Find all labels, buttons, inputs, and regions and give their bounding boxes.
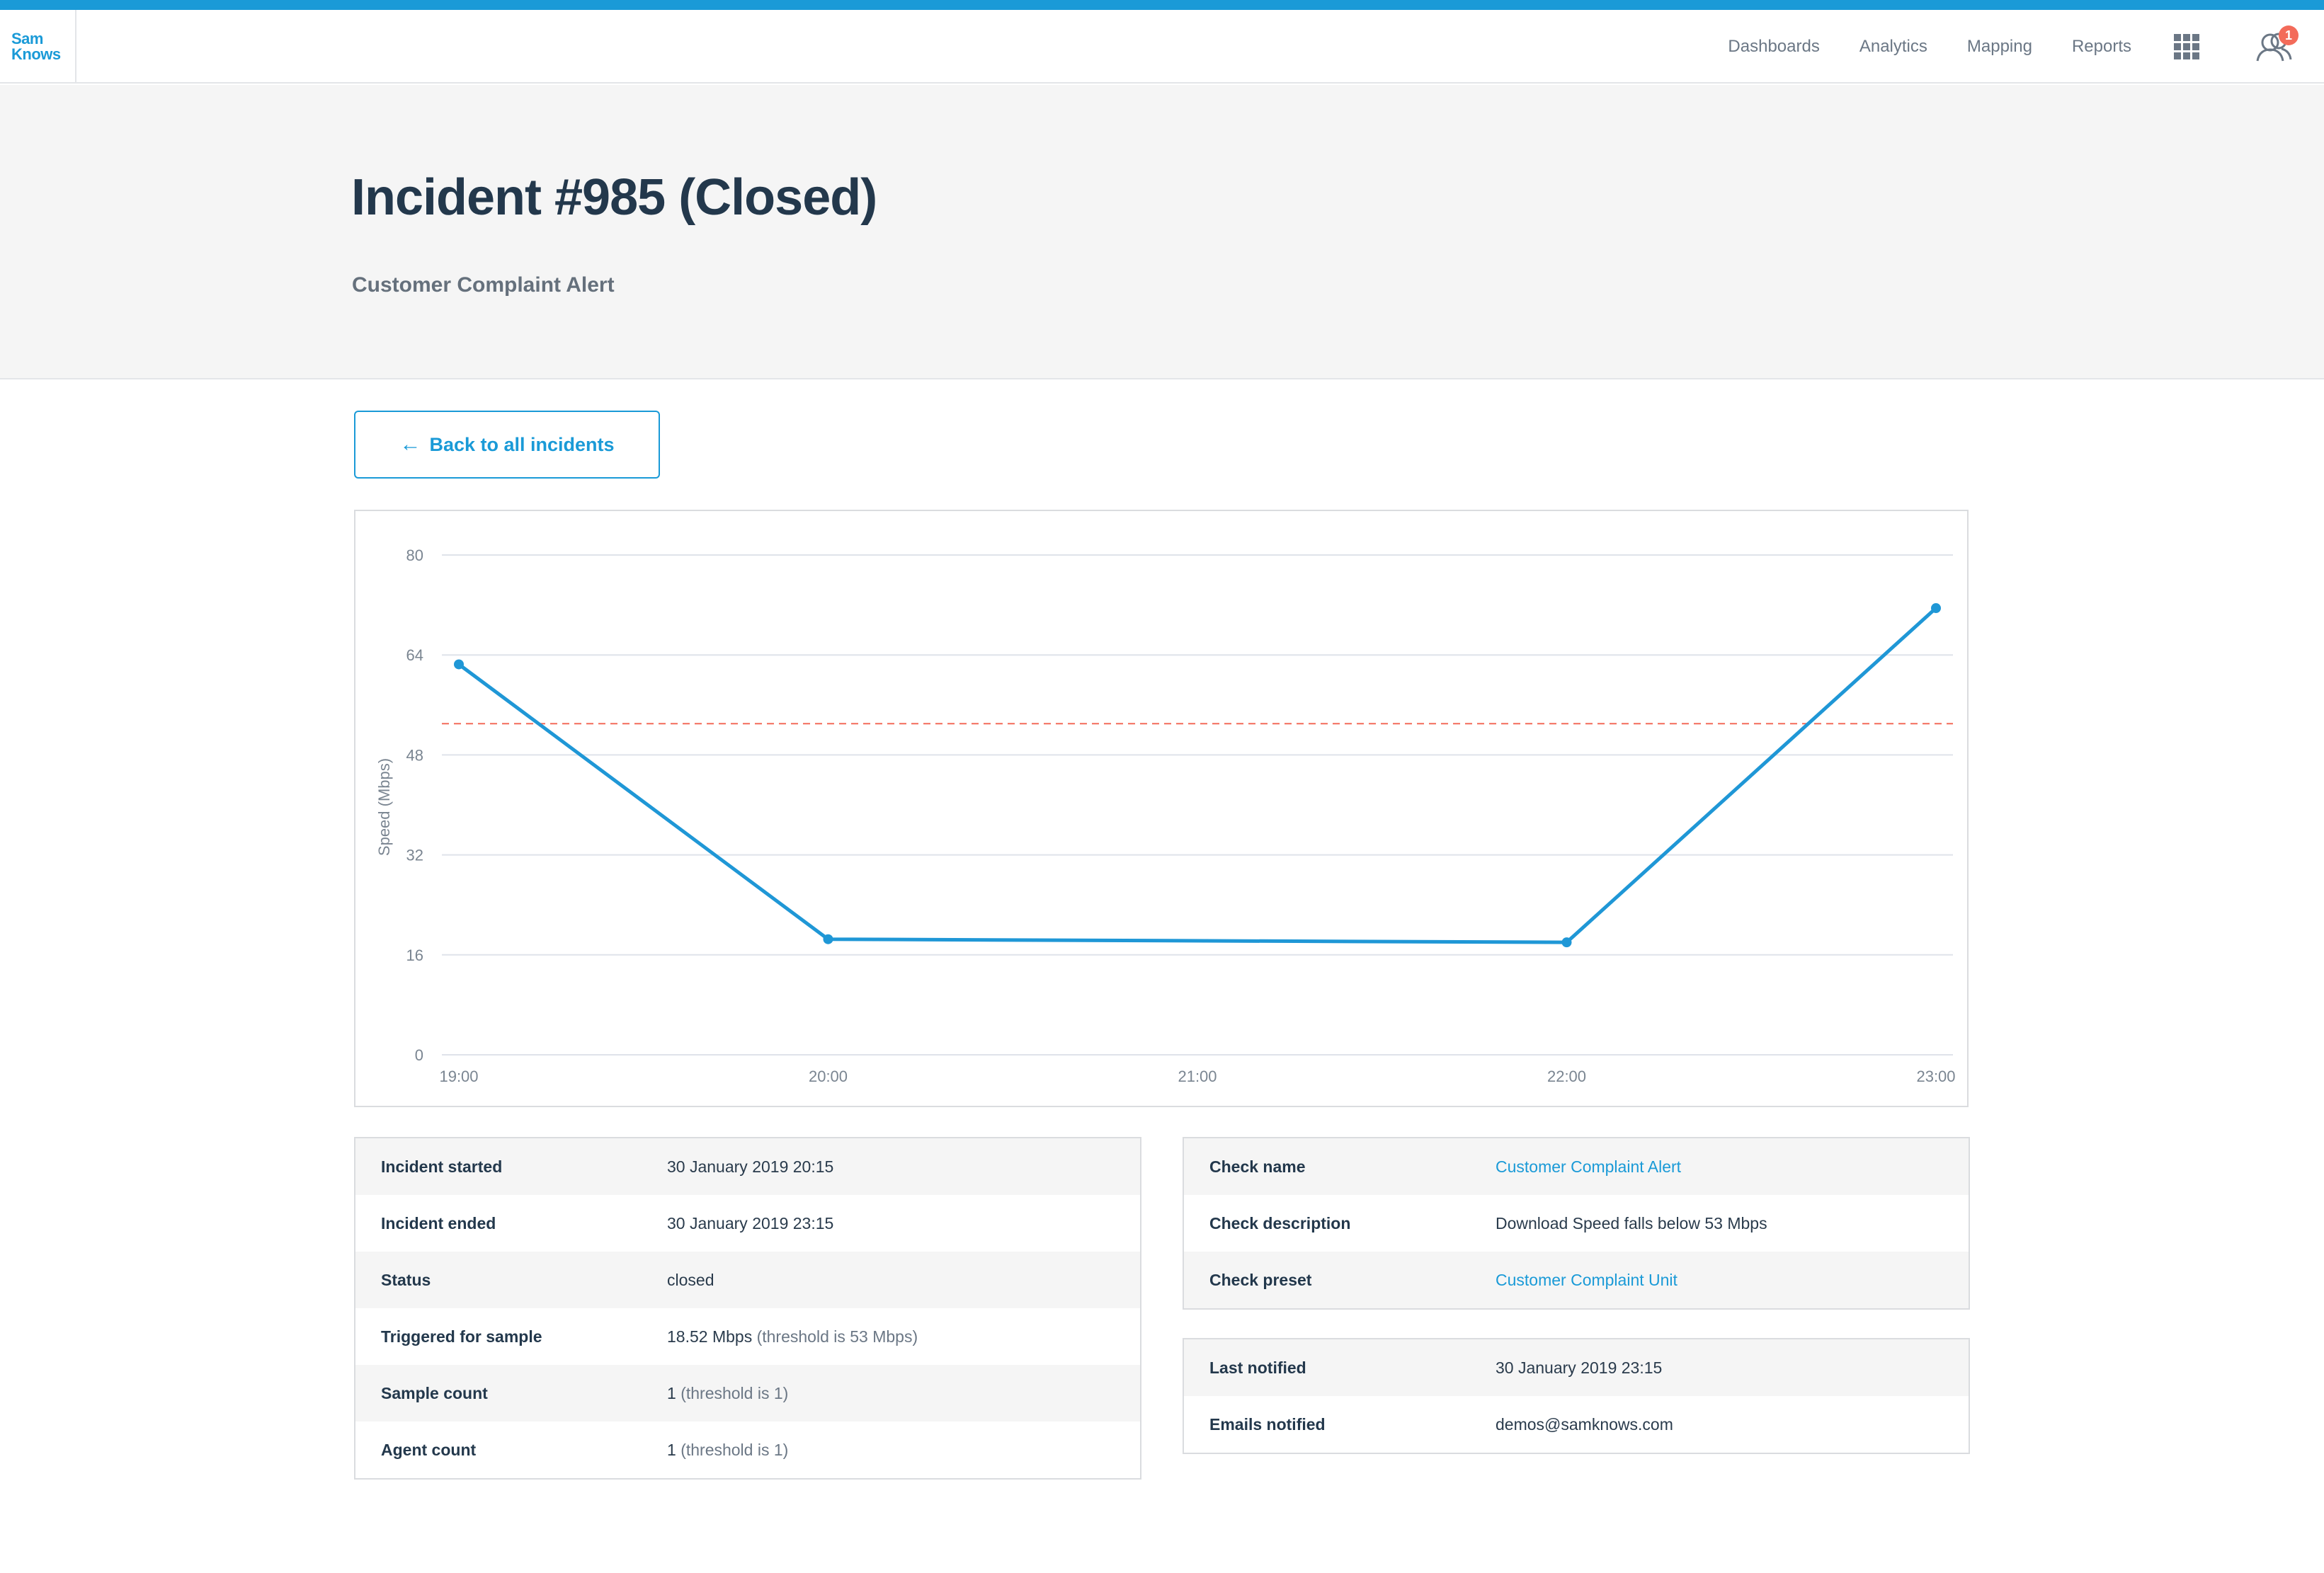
samknows-logo[interactable]: Sam Knows — [0, 10, 76, 84]
row-value: 1 (threshold is 1) — [667, 1383, 789, 1402]
main-nav: Dashboards Analytics Mapping Reports 1 — [1728, 10, 2324, 84]
nav-reports[interactable]: Reports — [2071, 37, 2131, 56]
row-value: 30 January 2019 23:15 — [667, 1213, 834, 1232]
table-row: Emails notified demos@samknows.com — [1184, 1396, 1969, 1453]
data-point — [454, 659, 464, 670]
x-tick-label: 20:00 — [809, 1068, 848, 1085]
row-label: Check description — [1209, 1213, 1351, 1232]
data-point — [1561, 937, 1572, 948]
check-name-link[interactable]: Customer Complaint Alert — [1496, 1157, 1682, 1176]
row-label: Triggered for sample — [381, 1327, 542, 1346]
row-label: Incident started — [381, 1157, 503, 1176]
page-hero: Incident #985 (Closed) Customer Complain… — [0, 85, 2324, 379]
user-menu-button[interactable]: 1 — [2255, 25, 2299, 67]
table-row: Status closed — [355, 1252, 1140, 1308]
table-row: Check name Customer Complaint Alert — [1184, 1138, 1969, 1195]
row-value: closed — [667, 1270, 714, 1289]
row-value: Download Speed falls below 53 Mbps — [1496, 1213, 1767, 1232]
back-to-incidents-button[interactable]: ← Back to all incidents — [354, 411, 660, 479]
table-row: Check description Download Speed falls b… — [1184, 1195, 1969, 1252]
threshold-note: (threshold is 53 Mbps) — [756, 1327, 918, 1346]
x-tick-label: 22:00 — [1547, 1068, 1586, 1085]
row-label: Check name — [1209, 1157, 1306, 1176]
data-point — [823, 934, 833, 944]
row-label: Last notified — [1209, 1358, 1306, 1377]
row-label: Emails notified — [1209, 1414, 1326, 1434]
check-details-table: Check name Customer Complaint Alert Chec… — [1183, 1137, 1970, 1310]
page-subtitle: Customer Complaint Alert — [352, 273, 615, 297]
logo-line-2: Knows — [11, 45, 61, 63]
nav-analytics[interactable]: Analytics — [1859, 37, 1927, 56]
row-value: Customer Complaint Unit — [1496, 1271, 1678, 1290]
notification-badge: 1 — [2279, 25, 2299, 45]
row-label: Check preset — [1209, 1270, 1312, 1289]
row-label: Agent count — [381, 1440, 477, 1459]
table-row: Last notified 30 January 2019 23:15 — [1184, 1339, 1969, 1396]
y-tick-label: 64 — [406, 646, 423, 664]
y-tick-label: 80 — [406, 547, 423, 564]
apps-grid-icon[interactable] — [2174, 34, 2199, 59]
row-label: Sample count — [381, 1383, 488, 1402]
table-row: Check preset Customer Complaint Unit — [1184, 1252, 1969, 1308]
notification-details-table: Last notified 30 January 2019 23:15 Emai… — [1183, 1338, 1970, 1454]
threshold-note: (threshold is 1) — [680, 1383, 789, 1402]
row-value: 1 (threshold is 1) — [667, 1440, 789, 1459]
nav-dashboards[interactable]: Dashboards — [1728, 37, 1820, 56]
row-value: demos@samknows.com — [1496, 1414, 1673, 1434]
y-axis-label: Speed (Mbps) — [375, 758, 393, 856]
x-tick-label: 21:00 — [1178, 1068, 1217, 1085]
row-value: Customer Complaint Alert — [1496, 1157, 1681, 1177]
row-label: Status — [381, 1270, 431, 1289]
table-row: Agent count 1 (threshold is 1) — [355, 1422, 1140, 1478]
nav-mapping[interactable]: Mapping — [1966, 37, 2032, 56]
logo-line-1: Sam — [11, 30, 43, 47]
back-button-label: Back to all incidents — [429, 433, 615, 455]
arrow-left-icon: ← — [399, 433, 421, 456]
app-header: Sam Knows Dashboards Analytics Mapping R… — [0, 10, 2324, 84]
table-row: Sample count 1 (threshold is 1) — [355, 1365, 1140, 1422]
row-label: Incident ended — [381, 1213, 496, 1232]
data-point — [1931, 603, 1941, 614]
page-title: Incident #985 (Closed) — [351, 169, 877, 226]
y-tick-label: 16 — [406, 946, 423, 964]
row-value: 30 January 2019 23:15 — [1496, 1358, 1663, 1377]
table-row: Incident ended 30 January 2019 23:15 — [355, 1195, 1140, 1252]
table-row: Incident started 30 January 2019 20:15 — [355, 1138, 1140, 1195]
y-tick-label: 0 — [415, 1046, 423, 1064]
table-row: Triggered for sample 18.52 Mbps (thresho… — [355, 1308, 1140, 1365]
y-tick-label: 32 — [406, 847, 423, 864]
incident-details-table: Incident started 30 January 2019 20:15 I… — [354, 1137, 1141, 1480]
top-accent-bar — [0, 0, 2324, 10]
speed-chart-svg: 0 16 32 48 64 80 19:00 20:00 21:00 22:00 23:00 Spee… — [375, 547, 1956, 1085]
series-line — [457, 607, 1937, 944]
threshold-note: (threshold is 1) — [680, 1440, 789, 1459]
x-tick-label: 23:00 — [1916, 1068, 1955, 1085]
row-value: 30 January 2019 20:15 — [667, 1157, 834, 1176]
check-preset-link[interactable]: Customer Complaint Unit — [1496, 1270, 1678, 1289]
speed-chart: 0 16 32 48 64 80 19:00 20:00 21:00 22:00 23:00 Spee… — [354, 510, 1969, 1107]
row-value: 18.52 Mbps (threshold is 53 Mbps) — [667, 1327, 918, 1346]
y-tick-label: 48 — [406, 746, 423, 764]
x-tick-label: 19:00 — [439, 1068, 478, 1085]
